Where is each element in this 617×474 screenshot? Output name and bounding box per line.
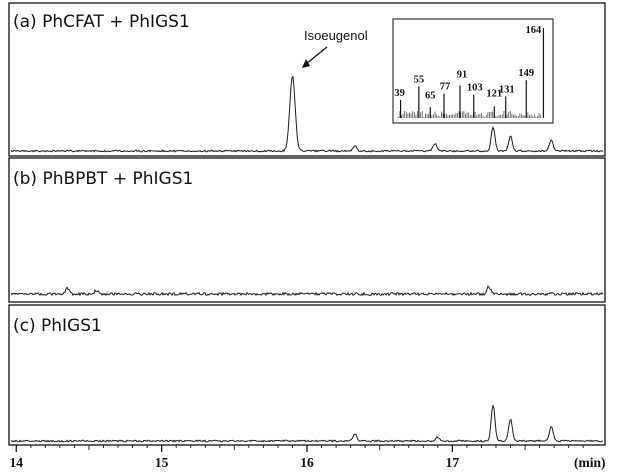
- inset-peaks: [397, 28, 545, 118]
- x-axis: 14 15 16 17: [10, 445, 584, 470]
- x-axis-tick-label: 17: [446, 455, 460, 470]
- inset-peak-label-39: 39: [394, 88, 405, 99]
- panel-a-trace: [10, 75, 604, 153]
- panel-c: (c) PhIGS1: [8, 304, 606, 446]
- x-axis-tick-label: 16: [300, 455, 314, 470]
- inset-peak-label-77: 77: [440, 82, 451, 93]
- inset-peak-label-149: 149: [518, 68, 534, 79]
- inset-peak-label-121: 121: [486, 89, 502, 100]
- panel-a-label: (a) PhCFAT + PhIGS1: [13, 12, 190, 32]
- x-axis-unit-label: (min): [574, 455, 606, 470]
- panel-b-frame: [8, 157, 606, 303]
- x-axis-tick-label: 14: [10, 455, 24, 470]
- panel-b-trace: [10, 284, 604, 297]
- inset-peak-label-65: 65: [425, 90, 436, 101]
- inset-peak-label-91: 91: [457, 70, 468, 81]
- panel-c-trace: [10, 405, 604, 443]
- inset-peak-label-103: 103: [467, 83, 483, 94]
- panel-b: (b) PhBPBT + PhIGS1: [8, 157, 606, 303]
- inset-peak-label-164: 164: [526, 25, 543, 36]
- x-axis-tick-label: 15: [155, 455, 169, 470]
- isoeugenol-label: Isoeugenol: [304, 28, 368, 43]
- inset-peak-label-55: 55: [414, 75, 425, 86]
- inset-peak-label-131: 131: [499, 84, 515, 95]
- panel-b-label: (b) PhBPBT + PhIGS1: [13, 169, 193, 189]
- panel-a-frame: [8, 2, 606, 157]
- isoeugenol-arrow-line: [305, 46, 328, 65]
- isoeugenol-arrow-head: [302, 59, 310, 68]
- panel-c-label: (c) PhIGS1: [13, 316, 102, 336]
